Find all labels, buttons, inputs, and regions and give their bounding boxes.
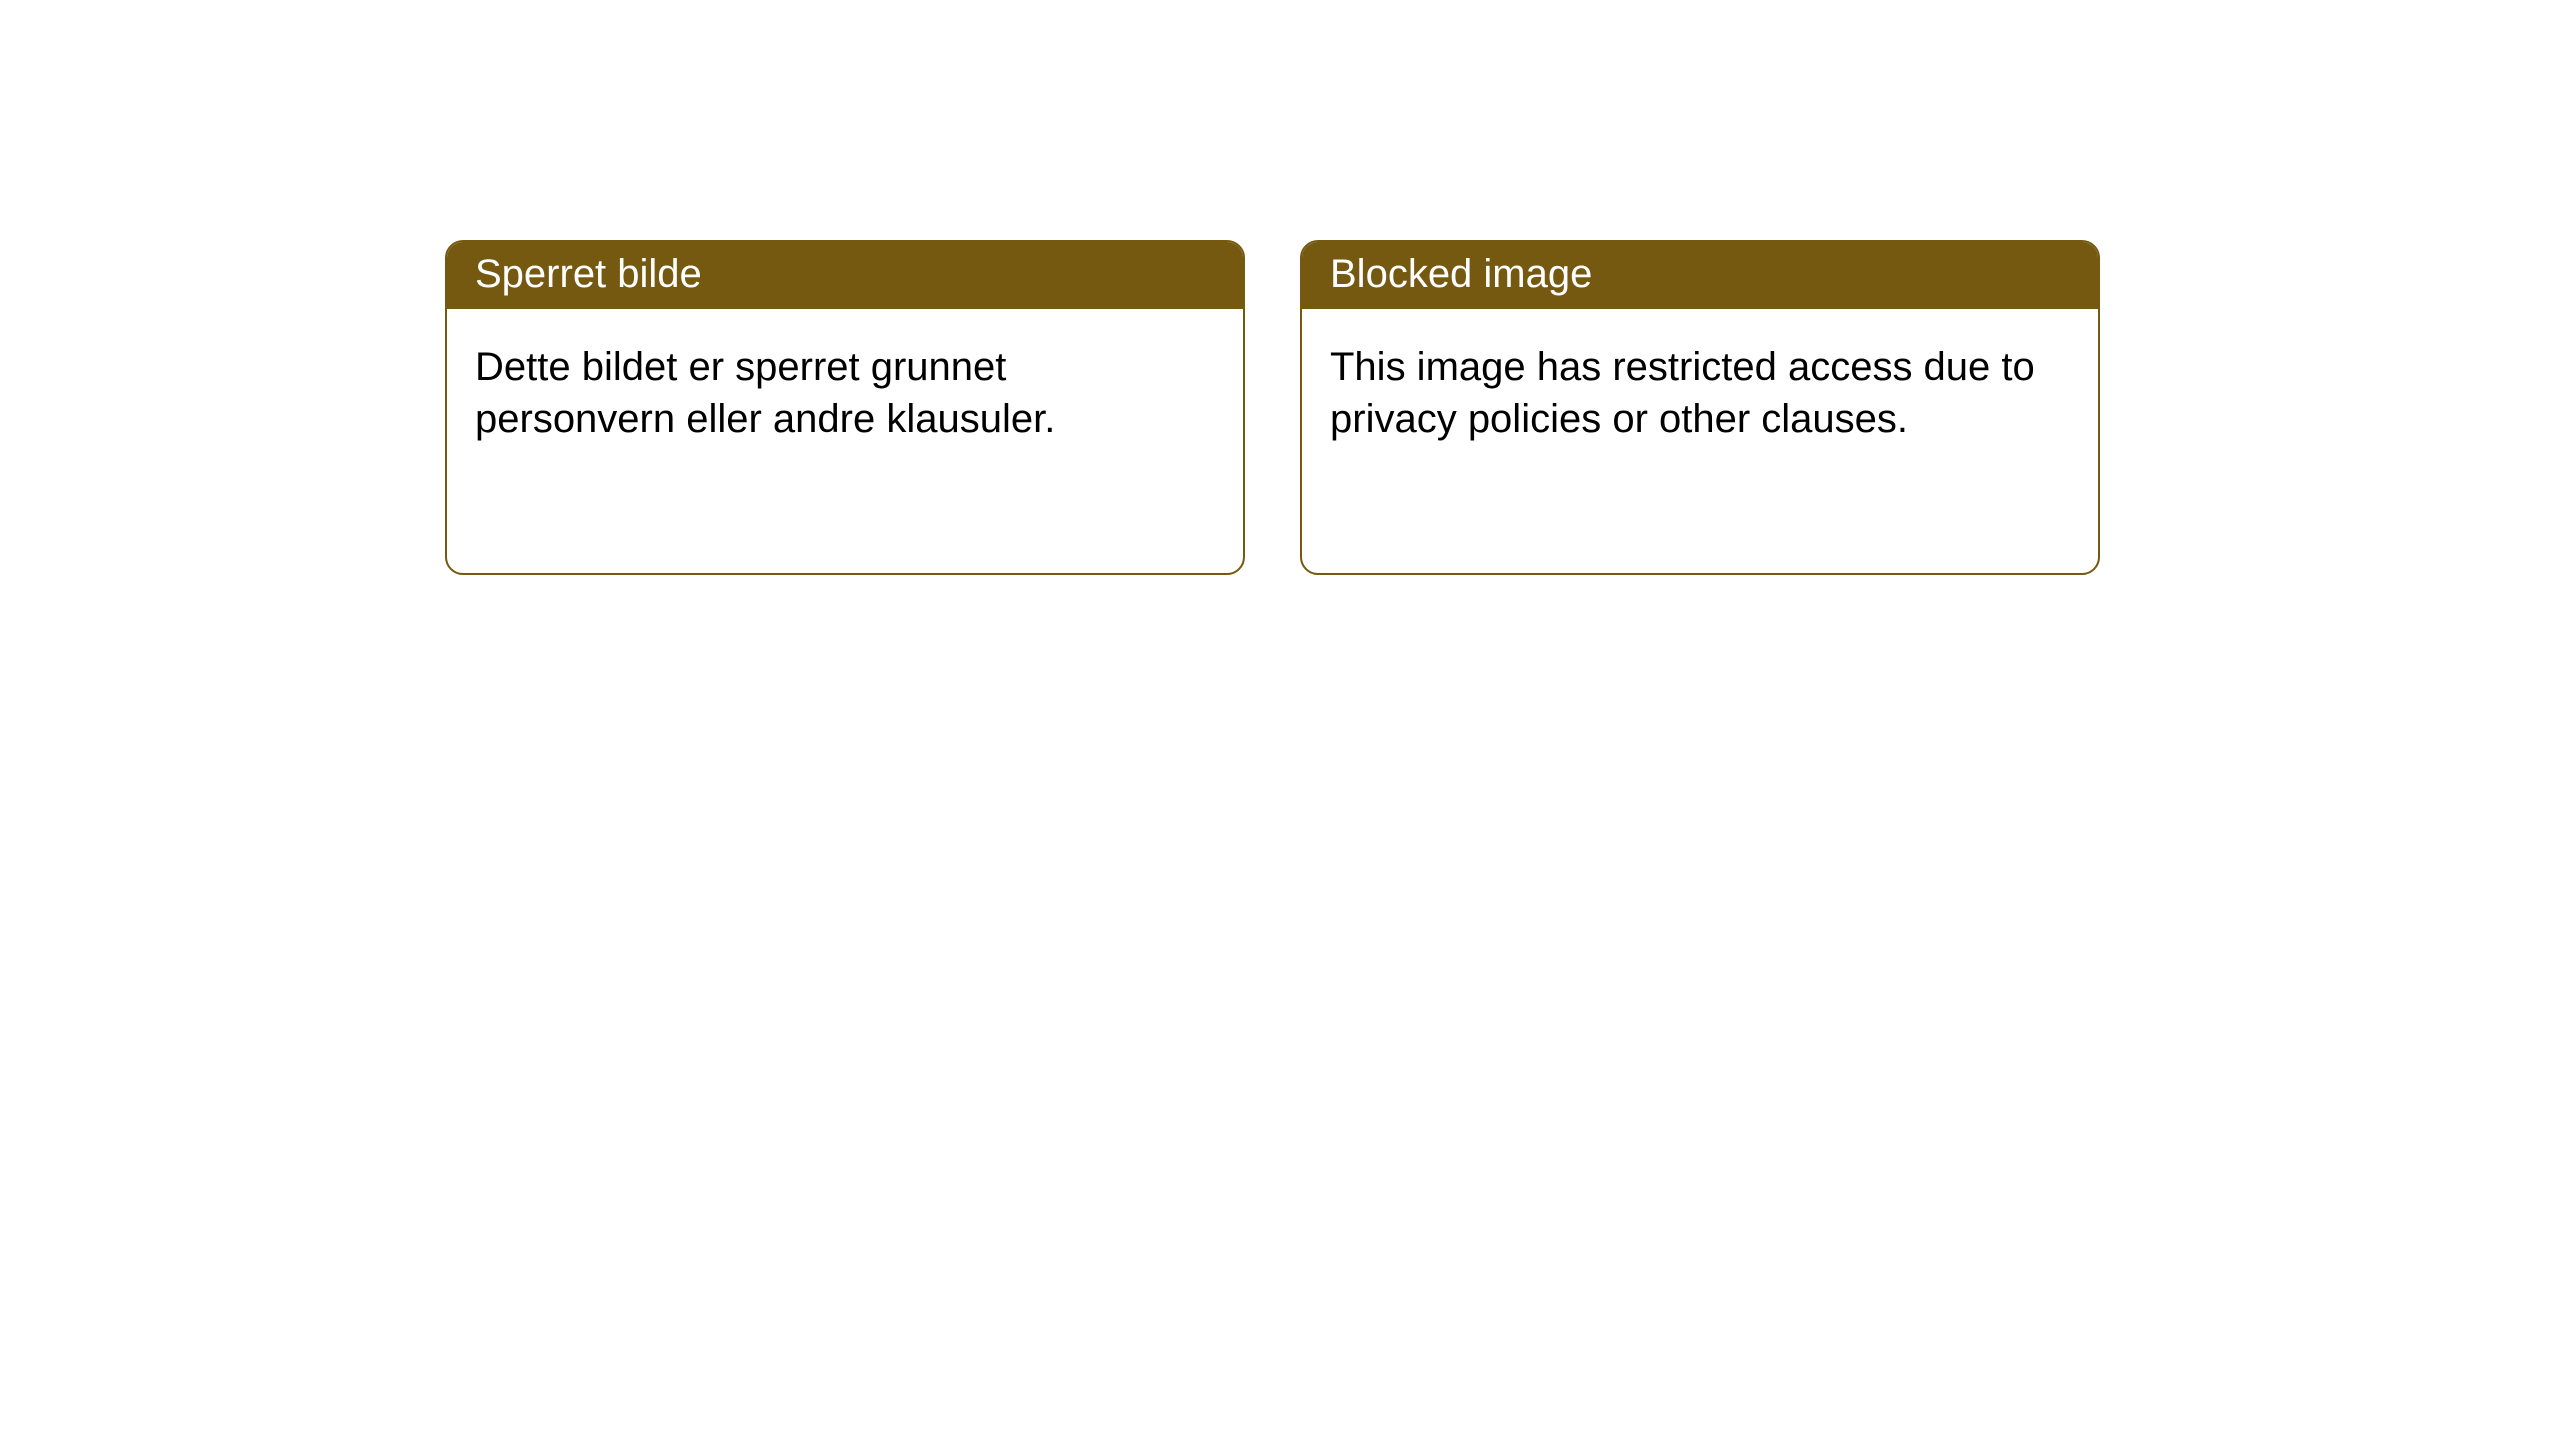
notice-header-norwegian: Sperret bilde [447, 242, 1243, 309]
notice-card-english: Blocked image This image has restricted … [1300, 240, 2100, 575]
notice-body-norwegian: Dette bildet er sperret grunnet personve… [447, 309, 1243, 477]
notice-card-norwegian: Sperret bilde Dette bildet er sperret gr… [445, 240, 1245, 575]
notice-body-english: This image has restricted access due to … [1302, 309, 2098, 477]
notice-header-english: Blocked image [1302, 242, 2098, 309]
notice-container: Sperret bilde Dette bildet er sperret gr… [445, 240, 2100, 575]
